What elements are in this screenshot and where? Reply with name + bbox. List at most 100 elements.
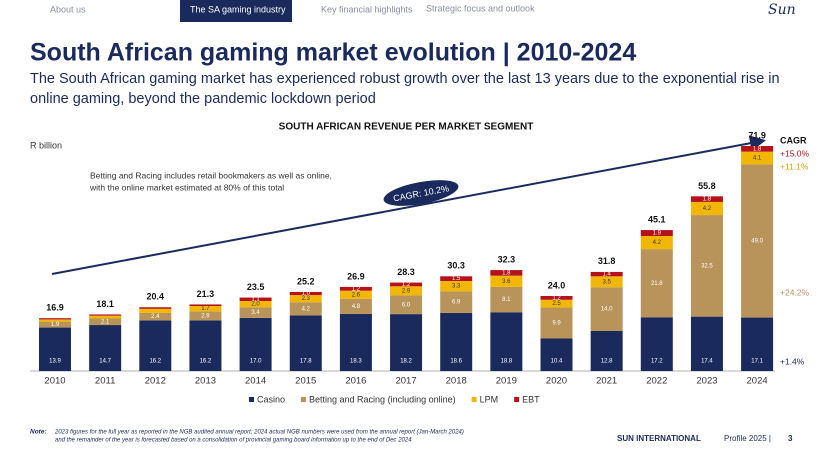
x-tick-label: 2011	[95, 376, 115, 387]
data-label: 18.8	[501, 359, 513, 365]
total-label: 71.9	[748, 131, 766, 141]
data-label: 12.8	[601, 359, 613, 365]
total-label: 30.3	[447, 261, 465, 271]
trend-arrow	[51, 135, 766, 275]
total-label: 21.3	[197, 289, 215, 299]
legend-label: LPM	[480, 394, 499, 404]
bar-segment	[390, 282, 423, 287]
total-label: 23.5	[247, 282, 265, 292]
data-label: 49.0	[751, 239, 763, 245]
bar-segment	[239, 317, 272, 371]
x-tick-label: 2024	[747, 376, 768, 387]
data-label: 6.9	[452, 300, 461, 306]
note: 2023 figures for the full year as report…	[54, 430, 464, 436]
bar-segment	[490, 275, 523, 287]
bar-segment	[390, 295, 423, 315]
footer-brand: SUN INTERNATIONAL	[617, 434, 701, 443]
bar-segment	[89, 325, 122, 371]
x-tick-label: 2014	[245, 376, 266, 387]
bar-segment	[390, 286, 423, 296]
bar-segment	[189, 304, 222, 306]
bar-segment	[39, 321, 71, 328]
bar-segment	[741, 164, 774, 318]
data-label: 4.2	[703, 206, 712, 212]
bar-segment	[89, 318, 122, 326]
data-label: 1.2	[552, 295, 561, 301]
note: and the remainder of the year is forecas…	[55, 438, 412, 444]
subtitle: The South African gaming market has expe…	[30, 71, 780, 87]
legend-label: Betting and Racing (including online)	[309, 394, 456, 404]
data-label: 1.9	[51, 322, 60, 328]
legend-swatch	[514, 397, 520, 402]
legend-swatch	[471, 397, 477, 402]
bar-segment	[139, 307, 172, 309]
cagr-header: CAGR	[780, 135, 807, 145]
data-label: 1.8	[753, 146, 762, 152]
data-label: 13.9	[49, 359, 61, 365]
x-tick-label: 2021	[596, 376, 617, 387]
bar-segment	[89, 314, 122, 316]
bar-segment	[239, 301, 272, 308]
bar-segment	[289, 302, 322, 316]
total-label: 18.1	[96, 299, 114, 309]
bar-segment	[239, 307, 272, 318]
data-label: 2.4	[151, 314, 160, 320]
bar-segment	[741, 146, 774, 152]
data-label: 17.4	[701, 359, 713, 365]
bar-segment	[139, 320, 172, 371]
data-label: 3.5	[602, 279, 611, 285]
annotation: Betting and Racing includes retail bookm…	[90, 170, 332, 180]
data-label: 18.3	[350, 359, 362, 365]
data-label: 17.2	[651, 359, 663, 365]
bar-segment	[39, 318, 71, 320]
annotation: with the online market estimated at 80% …	[89, 182, 284, 192]
cagr-label: +1.4%	[780, 356, 805, 366]
nav-tab[interactable]: Strategic focus and outlook	[426, 3, 535, 13]
cagr-label: +11.1%	[780, 161, 809, 171]
data-label: 2.5	[552, 301, 561, 307]
bar-segment	[590, 271, 623, 277]
total-label: 16.9	[46, 303, 64, 313]
bar-segment	[640, 230, 673, 236]
active-tab[interactable]	[180, 0, 292, 22]
data-label: 14.0	[601, 307, 613, 313]
total-label: 24.0	[548, 280, 566, 290]
bar-segment	[289, 315, 322, 371]
cagr-label: +24.2%	[780, 287, 810, 297]
data-label: 4.2	[302, 306, 311, 312]
data-label: 17.1	[751, 359, 763, 365]
bar-segment	[139, 308, 172, 313]
data-label: 1.7	[201, 306, 210, 312]
total-label: 25.2	[297, 277, 315, 287]
bar-segment	[690, 196, 723, 202]
data-label: 1.1	[251, 297, 260, 303]
cagr-label: +15.0%	[780, 148, 810, 158]
bar-segment	[339, 286, 372, 291]
total-label: 45.1	[648, 214, 666, 224]
bar-segment	[590, 276, 623, 288]
nav-tab[interactable]: About us	[50, 4, 86, 14]
total-label: 55.8	[698, 181, 716, 191]
legend-swatch	[301, 397, 307, 402]
bar-segment	[741, 151, 774, 165]
data-label: 6.0	[402, 302, 411, 308]
data-label: 10.4	[551, 359, 563, 365]
bar-segment	[39, 327, 71, 371]
data-label: 1.8	[502, 270, 511, 276]
nav-tab[interactable]: The SA gaming industry	[190, 4, 286, 14]
x-tick-label: 2023	[696, 376, 717, 387]
nav-tab[interactable]: Key financial highlights	[321, 4, 413, 14]
data-label: 2.1	[101, 319, 110, 325]
data-label: 4.2	[653, 240, 662, 246]
total-label: 28.3	[397, 267, 415, 277]
data-label: 1.2	[352, 286, 361, 292]
footer-text: Profile 2025 |	[724, 434, 771, 443]
bar-segment	[289, 295, 322, 303]
bar-segment	[490, 312, 523, 371]
bar-segment	[440, 281, 473, 292]
bar-segment	[239, 297, 272, 301]
data-label: 4.8	[352, 304, 361, 310]
data-label: 2.6	[352, 292, 361, 298]
x-tick-label: 2022	[646, 376, 667, 387]
